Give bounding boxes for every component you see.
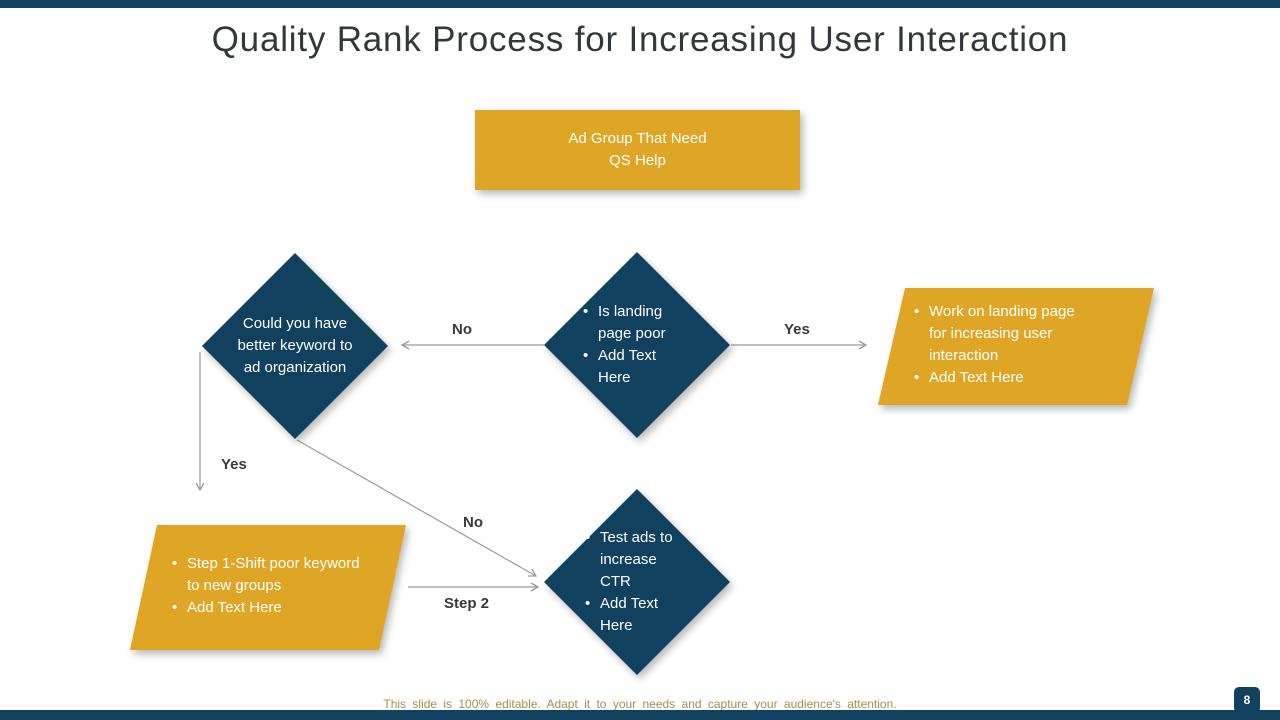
bullet-item: Add Text Here [914, 367, 1094, 389]
action-shift-poor-keyword-text: Step 1-Shift poor keyword to new groups … [130, 525, 406, 650]
page-number-badge: 8 [1234, 687, 1260, 713]
action-work-on-landing-page: Work on landing page for increasing user… [878, 288, 1154, 405]
decision-landing-page-poor: Is landing page poor Add Text Here [544, 252, 730, 438]
bullet-item: Add Text Here [585, 593, 689, 637]
start-node-ad-group: Ad Group That Need QS Help [475, 110, 800, 190]
action-shift-poor-keyword: Step 1-Shift poor keyword to new groups … [130, 525, 406, 650]
bullet-item: Add Text Here [583, 345, 691, 389]
decision-test-ads-ctr-list: Test ads to increase CTR Add Text Here [585, 527, 689, 637]
start-node-line-2: QS Help [609, 152, 666, 169]
arrow-left-diamond-diagonal [296, 439, 538, 577]
decision-landing-page-poor-list: Is landing page poor Add Text Here [583, 301, 691, 389]
flow-label-yes-down: Yes [221, 456, 247, 473]
bullet-item: Add Text Here [172, 597, 362, 619]
start-node-shape [475, 110, 800, 190]
decision-test-ads-ctr: Test ads to increase CTR Add Text Here [544, 489, 730, 675]
action-work-on-landing-page-text: Work on landing page for increasing user… [878, 288, 1154, 405]
decision-test-ads-ctr-text: Test ads to increase CTR Add Text Here [544, 489, 730, 675]
flow-label-step-2: Step 2 [444, 595, 490, 612]
slide-footer-note: This slide is 100% editable. Adapt it to… [383, 697, 897, 711]
decision-landing-page-poor-text: Is landing page poor Add Text Here [544, 252, 730, 438]
flow-label-no-diagonal: No [463, 514, 483, 531]
top-accent-bar [0, 0, 1280, 8]
bullet-item: Work on landing page for increasing user… [914, 301, 1094, 367]
slide-title: Quality Rank Process for Increasing User… [211, 20, 1069, 59]
decision-better-keyword-label: Could you have better keyword to ad orga… [237, 315, 353, 376]
bottom-accent-bar [0, 710, 1280, 720]
flow-label-yes-right: Yes [784, 321, 810, 338]
start-node-text: Ad Group That Need QS Help [475, 110, 800, 190]
action-work-on-landing-page-list: Work on landing page for increasing user… [914, 301, 1094, 389]
start-node-line-1: Ad Group That Need [568, 130, 707, 147]
bullet-item: Is landing page poor [583, 301, 691, 345]
bullet-item: Step 1-Shift poor keyword to new groups [172, 553, 362, 597]
flow-label-no-left: No [452, 321, 472, 338]
bullet-item: Test ads to increase CTR [585, 527, 689, 593]
action-shift-poor-keyword-list: Step 1-Shift poor keyword to new groups … [172, 553, 362, 619]
decision-better-keyword: Could you have better keyword to ad orga… [202, 253, 388, 439]
decision-better-keyword-text: Could you have better keyword to ad orga… [202, 253, 388, 439]
